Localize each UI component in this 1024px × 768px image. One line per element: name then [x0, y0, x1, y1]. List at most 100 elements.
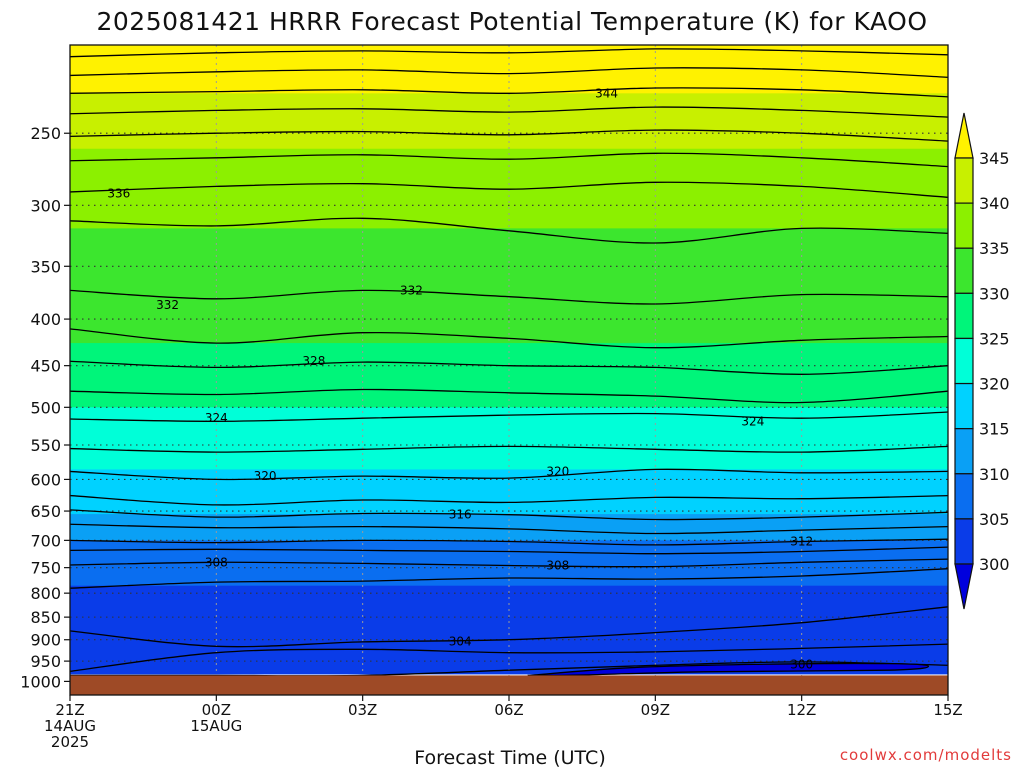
x-tick-label: 2025 — [51, 733, 89, 751]
colorbar-segment — [954, 157, 974, 204]
x-tick-label: 12Z — [787, 701, 816, 719]
x-tick-label: 09Z — [641, 701, 670, 719]
y-tick-label: 750 — [30, 559, 61, 578]
contour-label-text: 316 — [449, 508, 472, 522]
colorbar-label: 340 — [979, 194, 1010, 213]
contour-label-text: 332 — [400, 283, 423, 297]
y-tick-label: 800 — [30, 584, 61, 603]
contour-band — [70, 540, 948, 587]
contour-label: 332 — [400, 283, 423, 297]
y-tick-label: 550 — [30, 436, 61, 455]
colorbar-segment — [954, 337, 974, 385]
contour-label-text: 304 — [449, 634, 472, 648]
isentrope-308 — [69, 558, 949, 568]
y-tick-label: 1000 — [20, 672, 61, 691]
ground-layer — [70, 675, 948, 695]
contour-label: 308 — [546, 559, 569, 573]
contour-label-text: 300 — [790, 657, 813, 671]
colorbar-segment — [954, 202, 974, 249]
isentrope-312 — [69, 538, 949, 546]
colorbar-label: 320 — [979, 375, 1010, 394]
contour-label: 324 — [205, 411, 228, 425]
colorbar-label: 305 — [979, 510, 1010, 529]
colorbar-segment — [954, 382, 974, 430]
y-tick-label: 350 — [30, 257, 61, 276]
y-tick-label: 400 — [30, 310, 61, 329]
y-tick-label: 900 — [30, 631, 61, 650]
x-tick-label: 00Z — [202, 701, 231, 719]
colorbar-label: 325 — [979, 329, 1010, 348]
isentrope-328 — [69, 360, 949, 375]
isentrope-310 — [69, 546, 949, 555]
contour-label: 320 — [254, 469, 277, 483]
isentrope-302 — [69, 643, 949, 673]
y-axis: 250 300 350 400 450 500 550 600 650 700 750 800 850 9… — [20, 124, 70, 691]
x-tick-label: 14AUG — [44, 717, 96, 735]
colorbar-label: 330 — [979, 284, 1010, 303]
contour-label: 304 — [449, 634, 472, 648]
colorbar-bottom-arrow — [954, 563, 974, 610]
contour-label-text: 320 — [254, 469, 277, 483]
contour-label-text: 324 — [205, 411, 228, 425]
contour-label: 344 — [595, 86, 618, 100]
isentrope-lines — [69, 48, 949, 677]
y-tick-label: 600 — [30, 470, 61, 489]
x-tick-label: 03Z — [348, 701, 377, 719]
contour-label: 300 — [790, 657, 813, 671]
y-tick-label: 500 — [30, 398, 61, 417]
contour-band — [70, 93, 948, 150]
x-axis-label: Forecast Time (UTC) — [414, 747, 605, 768]
isentrope-326 — [69, 388, 949, 404]
y-tick-label: 300 — [30, 196, 61, 215]
gridlines — [70, 45, 948, 695]
contour-label: 308 — [205, 555, 228, 569]
isentrope-320 — [69, 468, 949, 481]
isentrope-330 — [69, 328, 949, 349]
isentrope-340 — [69, 129, 949, 142]
colorbar-segment — [954, 473, 974, 520]
y-tick-label: 450 — [30, 357, 61, 376]
isentrope-314 — [69, 523, 949, 535]
colorbar-top-arrow — [954, 112, 974, 159]
contour-label-text: 308 — [205, 555, 228, 569]
contour-label-text: 344 — [595, 86, 618, 100]
isentrope-316 — [69, 509, 949, 521]
isentrope-300 — [69, 661, 949, 677]
colorbar-label: 345 — [979, 149, 1010, 168]
isentrope-304 — [69, 606, 949, 648]
colorbar-label: 300 — [979, 555, 1010, 574]
y-tick-label: 700 — [30, 531, 61, 550]
x-tick-label: 15Z — [933, 701, 962, 719]
isentrope-332 — [69, 289, 949, 305]
colorbar: 345 340 335 330 325 320 315 310 305 300 — [954, 112, 1010, 610]
colorbar-segment — [954, 518, 974, 565]
colorbar-segment — [954, 247, 974, 294]
colorbar-label: 315 — [979, 420, 1010, 439]
contour-label: 320 — [546, 464, 569, 478]
colorbar-label: 335 — [979, 239, 1010, 258]
contour-label: 316 — [449, 508, 472, 522]
x-tick-label: 21Z — [55, 701, 84, 719]
credit-text: coolwx.com/modelts — [840, 746, 1012, 764]
y-tick-label: 650 — [30, 502, 61, 521]
x-tick-label: 15AUG — [190, 717, 242, 735]
isentrope-338 — [69, 152, 949, 168]
contour-label-text: 308 — [546, 559, 569, 573]
contour-label-text: 332 — [156, 298, 179, 312]
colorbar-segment — [954, 292, 974, 340]
colorbar-label: 310 — [979, 465, 1010, 484]
contour-label-text: 324 — [741, 414, 764, 428]
contour-label: 324 — [741, 414, 764, 428]
y-tick-label: 250 — [30, 124, 61, 143]
chart-title: 2025081421 HRRR Forecast Potential Tempe… — [96, 7, 927, 36]
isentrope-318 — [69, 494, 949, 506]
y-tick-label: 850 — [30, 608, 61, 627]
x-tick-label: 06Z — [494, 701, 523, 719]
contour-labels: 344 336 332 332 328 324 324 320 320 316 312 308 308 3… — [107, 86, 813, 671]
colorbar-segment — [954, 428, 974, 475]
contour-label-text: 320 — [546, 464, 569, 478]
contour-label: 328 — [302, 354, 325, 368]
contour-label-text: 328 — [302, 354, 325, 368]
